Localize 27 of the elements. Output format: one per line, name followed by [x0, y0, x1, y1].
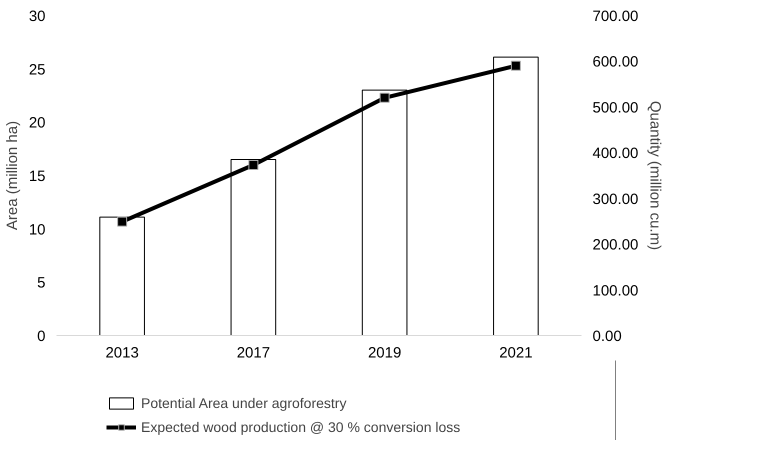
y-axis-title: Area (million ha): [4, 120, 21, 230]
x-tick-label: 2017: [236, 344, 270, 362]
x-tick-label: 2021: [499, 344, 533, 362]
y-tick-label: 0: [37, 328, 46, 345]
y-tick-label: 10: [28, 221, 46, 238]
y2-tick-label: 300.00: [592, 190, 638, 208]
y2-tick-label: 500.00: [592, 99, 638, 116]
y2-tick-label: 400.00: [592, 145, 638, 162]
point: [510, 60, 521, 71]
y2-tick-label: 0.00: [592, 328, 622, 345]
y2-tick-label: 100.00: [592, 282, 638, 300]
x-tick-label: 2013: [105, 344, 139, 362]
point: [248, 160, 258, 170]
legend-label: Expected wood production @ 30 % conversion loss: [141, 419, 460, 435]
y-tick-label: 30: [28, 8, 46, 25]
y-tick-label: 5: [37, 274, 46, 292]
y-tick-label: 20: [28, 114, 46, 132]
y-tick-label: 15: [28, 168, 46, 185]
y2-tick-label: 200.00: [592, 236, 638, 254]
point: [380, 92, 390, 103]
y2-tick-label: 600.00: [592, 54, 638, 71]
legend-label: Potential Area under agroforestry: [141, 395, 346, 411]
y2-tick-label: 700.00: [592, 8, 638, 25]
y-tick-label: 25: [28, 61, 46, 78]
point: [117, 216, 128, 227]
x-tick-label: 2019: [368, 344, 402, 362]
y2-axis-title: Quantity (million cu.m): [646, 100, 664, 250]
